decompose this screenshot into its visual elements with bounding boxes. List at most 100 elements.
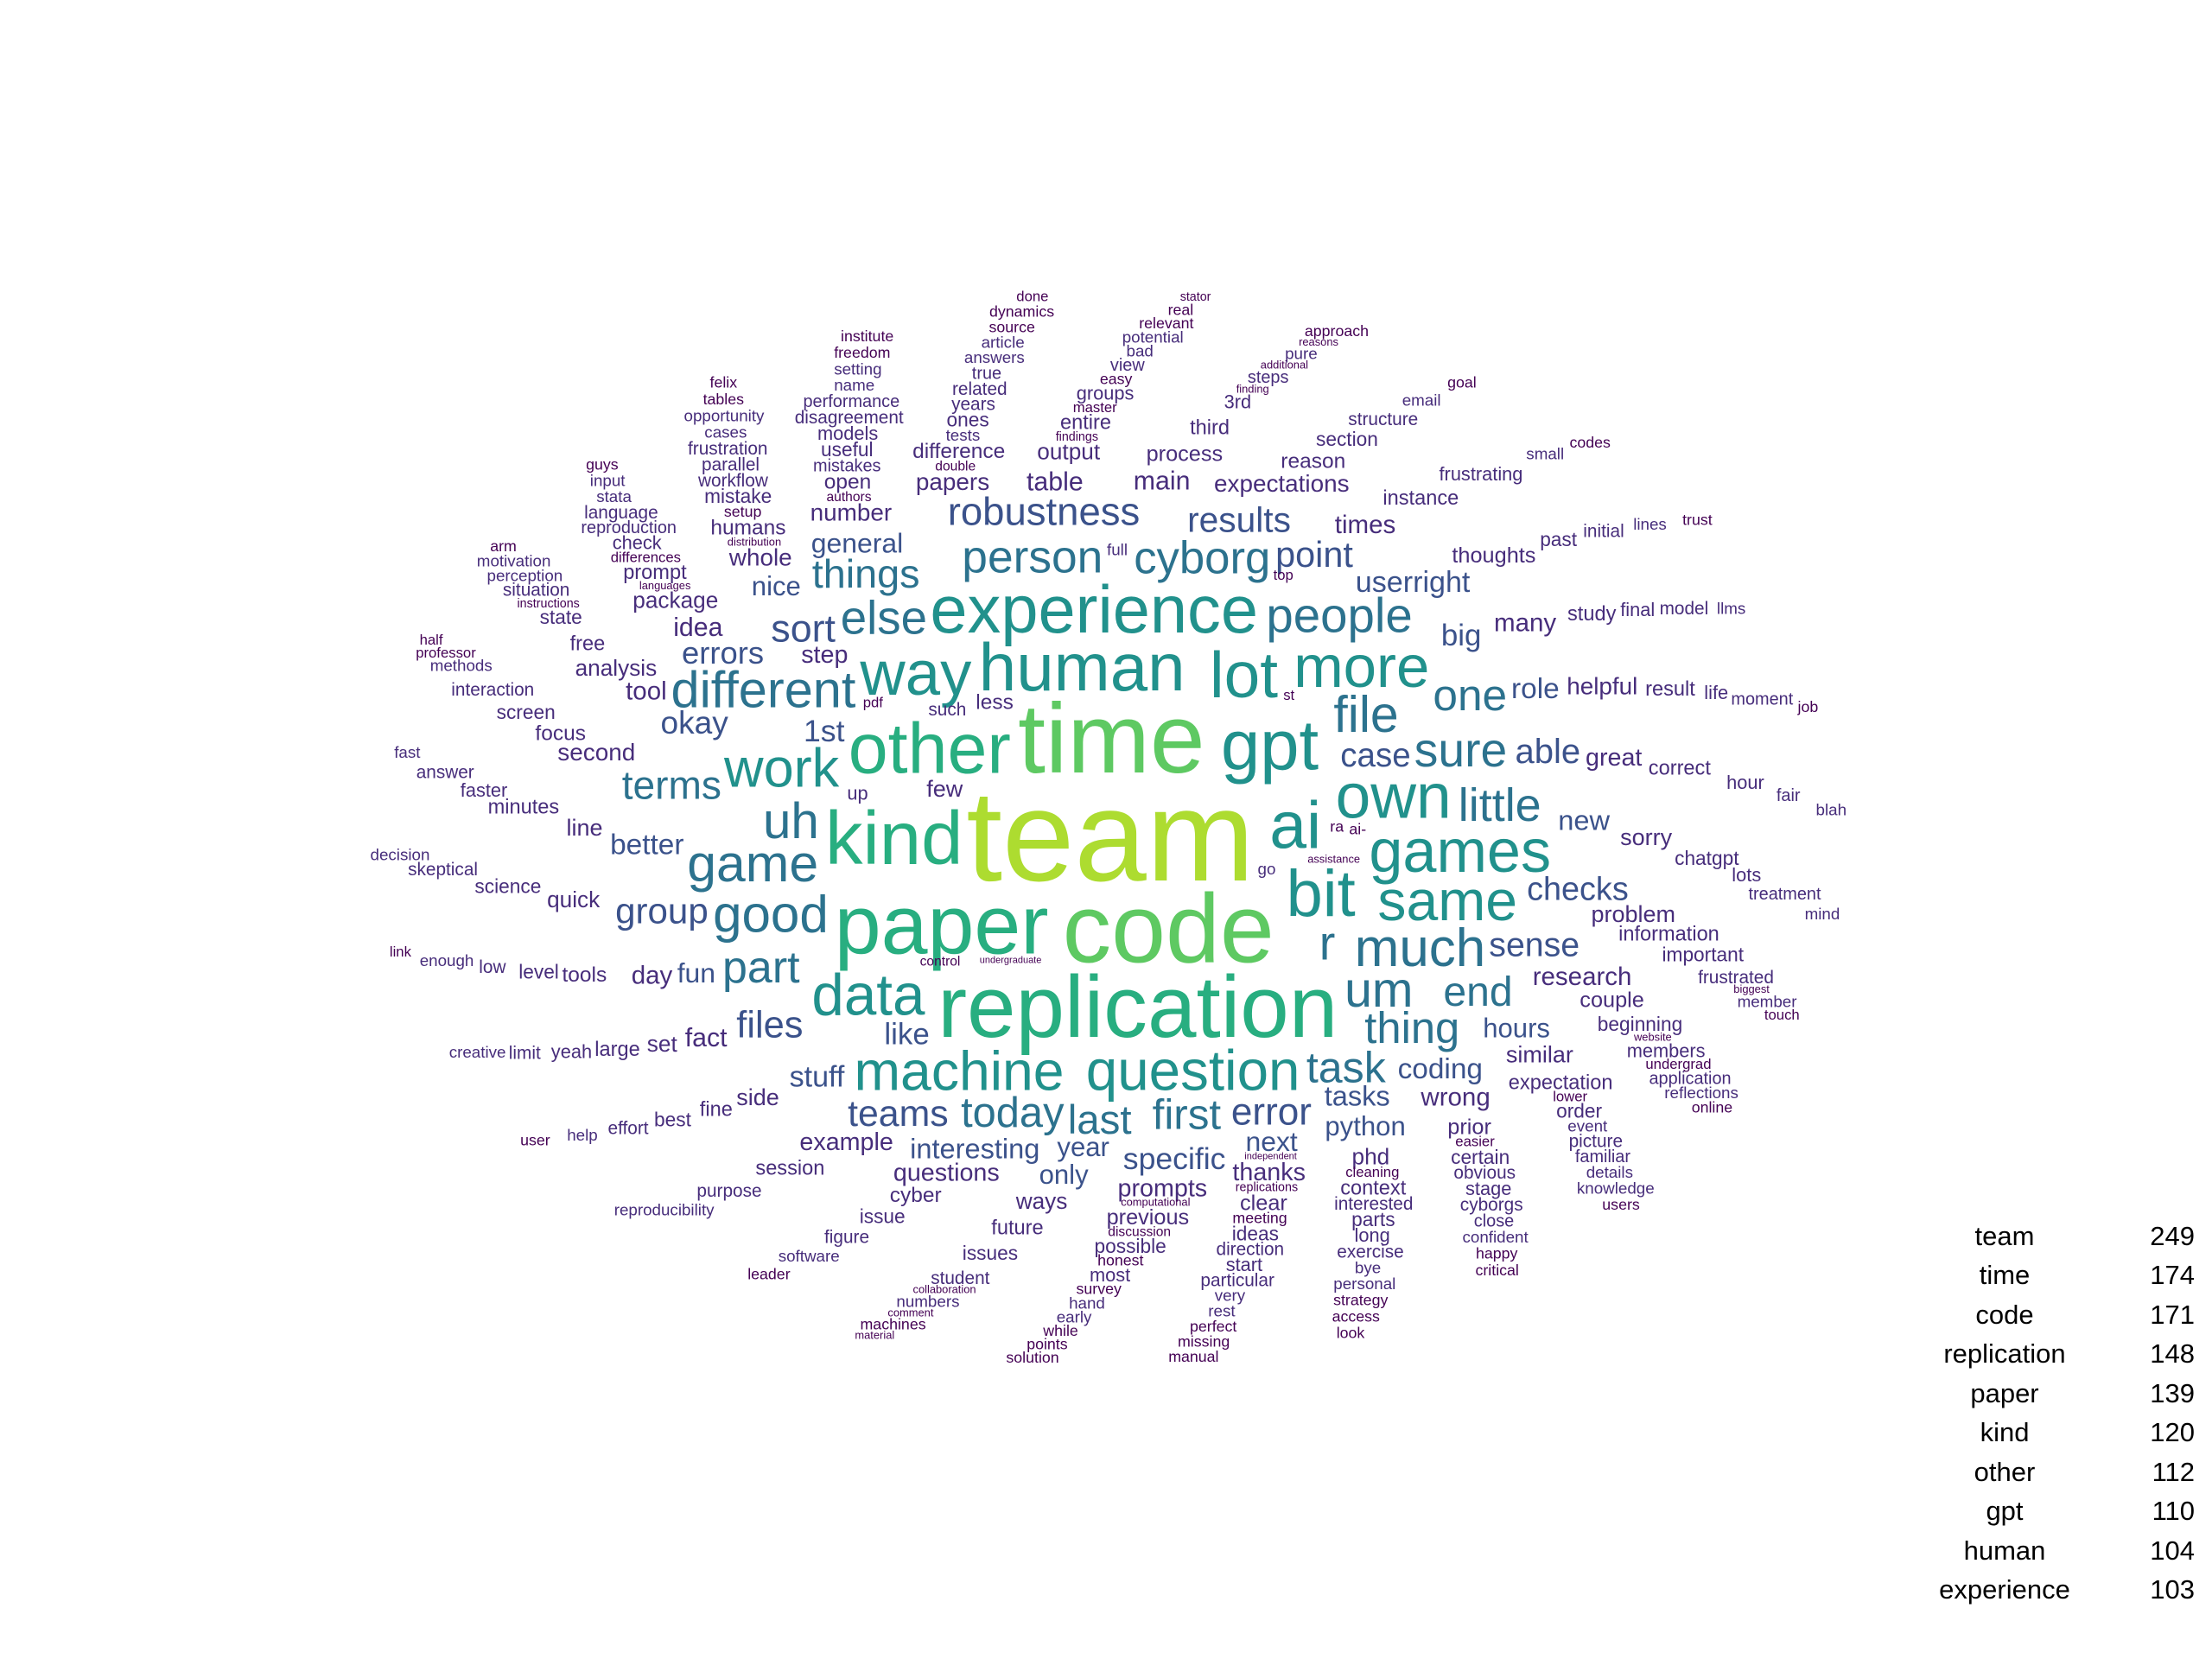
cloud-word: replication [938, 957, 1338, 1056]
cloud-word: results [1187, 499, 1291, 539]
cloud-word: interesting [910, 1133, 1039, 1165]
cloud-word: additional [1261, 359, 1308, 372]
cloud-word: line [567, 815, 603, 841]
cloud-word: analysis [575, 655, 658, 681]
cloud-word: master [1073, 399, 1117, 416]
cloud-word: while [1042, 1322, 1078, 1339]
cloud-word: model [1660, 599, 1709, 619]
cloud-word: other [849, 709, 1011, 789]
cloud-word: frustrated [1698, 968, 1774, 988]
cloud-word: step [801, 641, 848, 669]
cloud-word: python [1325, 1111, 1405, 1141]
cloud-word: ai [1269, 789, 1321, 863]
cloud-word: experience [930, 573, 1258, 647]
cloud-word: free [570, 633, 606, 656]
frequency-count: 103 [2150, 1574, 2195, 1605]
cloud-word: paper [835, 878, 1049, 972]
cloud-word: past [1540, 528, 1578, 550]
frequency-row: other 112 [1901, 1452, 2195, 1492]
cloud-word: happy [1476, 1245, 1518, 1262]
cloud-word: exercise [1337, 1243, 1403, 1262]
cloud-word: dynamics [989, 303, 1054, 321]
cloud-word: open [824, 470, 872, 493]
cloud-word: knowledge [1577, 1179, 1655, 1198]
cloud-word: task [1306, 1044, 1387, 1092]
cloud-word: nice [752, 571, 801, 601]
frequency-term: gpt [1986, 1496, 2024, 1527]
frequency-count: 139 [2150, 1377, 2195, 1408]
cloud-word: one [1433, 670, 1507, 720]
cloud-word: blah [1816, 801, 1847, 819]
cloud-word: prompts [1118, 1174, 1208, 1202]
cloud-word: honest [1097, 1252, 1143, 1269]
cloud-word: people [1266, 588, 1412, 643]
cloud-word: cleaning [1345, 1164, 1399, 1180]
cloud-word: look [1337, 1324, 1365, 1341]
cloud-word: third [1190, 416, 1230, 439]
cloud-word: student [931, 1268, 989, 1288]
cloud-word: data [811, 963, 925, 1028]
cloud-word: points [1027, 1336, 1068, 1353]
cloud-word: day [632, 962, 673, 990]
cloud-word: ways [1015, 1188, 1068, 1214]
cloud-word: pdf [863, 695, 884, 711]
cloud-word: output [1037, 439, 1101, 465]
cloud-word: great [1586, 744, 1642, 772]
cloud-word: couple [1580, 988, 1644, 1012]
cloud-word: um [1344, 963, 1413, 1018]
frequency-term: other [1974, 1456, 2036, 1487]
cloud-word: small [1526, 445, 1564, 463]
cloud-word: lines [1633, 515, 1667, 533]
cloud-word: approach [1305, 322, 1369, 340]
cloud-word: manual [1168, 1348, 1218, 1365]
frequency-row: replication 148 [1901, 1335, 2195, 1375]
cloud-word: end [1443, 969, 1512, 1015]
cloud-word: skeptical [408, 860, 478, 880]
cloud-word: particular [1200, 1271, 1274, 1291]
cloud-word: role [1511, 673, 1560, 705]
cloud-word: disagreement [795, 408, 904, 428]
frequency-count: 171 [2150, 1299, 2195, 1330]
cloud-word: number [810, 499, 893, 526]
cloud-word: information [1618, 923, 1719, 945]
cloud-word: tools [563, 963, 607, 987]
cloud-word: machines [861, 1316, 926, 1333]
cloud-word: team [966, 763, 1254, 908]
cloud-word: online [1692, 1099, 1733, 1116]
cloud-word: workflow [697, 471, 769, 491]
cloud-word: undergrad [1645, 1056, 1711, 1072]
cloud-word: guys [586, 456, 619, 474]
frequency-term: paper [1970, 1377, 2039, 1408]
cloud-word: humans [710, 516, 785, 539]
cloud-word: game [687, 834, 818, 893]
cloud-word: codes [1570, 434, 1611, 451]
cloud-word: stator [1180, 290, 1211, 304]
cloud-word: fast [394, 743, 421, 761]
cloud-word: touch [1764, 1007, 1800, 1023]
cloud-word: limit [509, 1044, 541, 1064]
cloud-word: answer [416, 763, 474, 783]
cloud-word: view [1110, 356, 1145, 375]
cloud-word: discussion [1108, 1224, 1171, 1239]
cloud-word: possible [1095, 1235, 1166, 1257]
cloud-word: picture [1569, 1132, 1623, 1152]
cloud-word: problem [1592, 901, 1676, 927]
cloud-word: real [1168, 302, 1194, 319]
cloud-word: screen [497, 701, 556, 723]
cloud-word: human [979, 629, 1185, 705]
cloud-word: opportunity [684, 407, 766, 425]
cloud-word: rest [1208, 1302, 1236, 1320]
frequency-term: replication [1943, 1338, 2066, 1370]
cloud-word: less [976, 690, 1014, 714]
cloud-word: felix [710, 374, 738, 391]
cloud-word: result [1645, 678, 1695, 701]
cloud-word: different [671, 660, 856, 718]
cloud-word: st [1283, 687, 1294, 703]
cloud-word: focus [535, 722, 586, 746]
cloud-word: setup [724, 503, 762, 520]
cloud-word: easy [1100, 371, 1133, 388]
cloud-word: methods [430, 656, 493, 674]
cloud-word: specific [1123, 1141, 1226, 1176]
cloud-word: only [1039, 1160, 1089, 1190]
